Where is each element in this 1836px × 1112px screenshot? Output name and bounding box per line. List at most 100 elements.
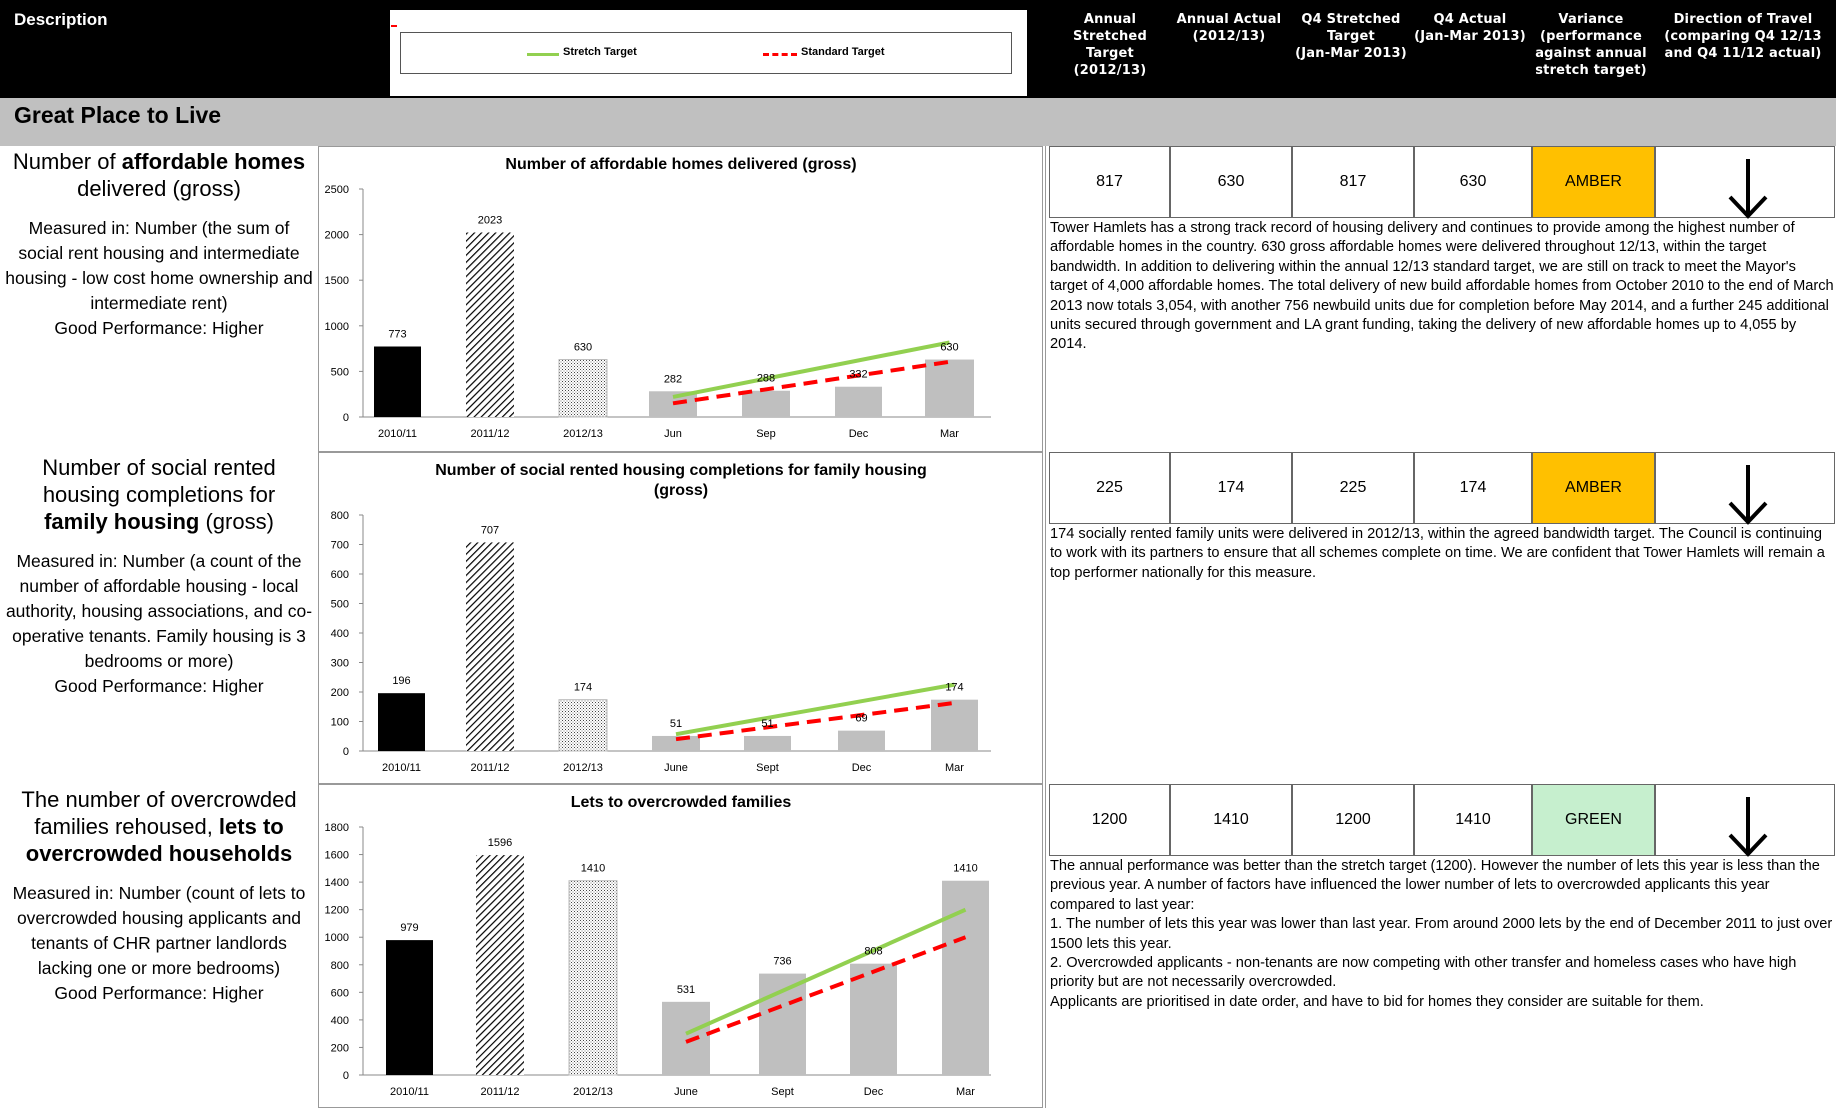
value-q4-actual: 1410 bbox=[1414, 784, 1532, 856]
good-performance: Good Performance: Higher bbox=[0, 981, 318, 1006]
kpi-title-line: housing completions for bbox=[0, 481, 318, 508]
data-label: 51 bbox=[761, 718, 773, 730]
commentary-paragraph: Tower Hamlets has a strong track record … bbox=[1050, 219, 1835, 355]
x-tick-label: 2010/11 bbox=[382, 762, 421, 774]
y-tick-label: 1200 bbox=[325, 905, 349, 917]
data-label: 630 bbox=[574, 342, 592, 354]
standard-legend-label: Standard Target bbox=[801, 46, 885, 58]
value-text: 630 bbox=[1460, 173, 1487, 191]
direction-of-travel bbox=[1655, 784, 1835, 856]
y-tick-label: 600 bbox=[331, 987, 349, 999]
x-tick-label: Dec bbox=[852, 762, 872, 774]
bar-2011-12 bbox=[466, 233, 514, 417]
bar-2010-11 bbox=[386, 940, 433, 1075]
value-q4-target: 225 bbox=[1292, 452, 1414, 524]
data-label: 630 bbox=[940, 342, 958, 354]
y-tick-label: 700 bbox=[331, 540, 349, 552]
data-label: 282 bbox=[664, 373, 682, 385]
y-tick-label: 300 bbox=[331, 658, 349, 670]
value-q4-target: 817 bbox=[1292, 146, 1414, 218]
column-header-line: (2012/13) bbox=[1020, 62, 1200, 79]
kpi-title-segment: (gross) bbox=[199, 509, 274, 534]
x-tick-label: Dec bbox=[849, 428, 869, 440]
description-column-header: Description bbox=[14, 10, 108, 30]
kpi-title-line: Number of social rented bbox=[0, 454, 318, 481]
y-tick-label: 0 bbox=[343, 412, 349, 424]
value-annual-actual: 174 bbox=[1170, 452, 1292, 524]
stretch-target-line bbox=[676, 685, 955, 735]
kpi-title-line: delivered (gross) bbox=[0, 175, 318, 202]
chart-svg: Number of affordable homes delivered (gr… bbox=[319, 147, 1042, 451]
x-tick-label: 2011/12 bbox=[471, 762, 510, 774]
value-annual-target: 225 bbox=[1049, 452, 1170, 524]
variance-badge: AMBER bbox=[1532, 452, 1655, 524]
good-performance: Good Performance: Higher bbox=[0, 674, 318, 699]
chart-svg: Number of social rented housing completi… bbox=[319, 453, 1042, 783]
value-text: 1200 bbox=[1092, 811, 1128, 829]
kpi-title-segment: overcrowded households bbox=[26, 841, 293, 866]
y-tick-label: 1400 bbox=[325, 877, 349, 889]
kpi-title-segment: housing completions for bbox=[43, 482, 275, 507]
kpi-title-line: overcrowded households bbox=[0, 840, 318, 867]
value-text: 817 bbox=[1340, 173, 1367, 191]
y-tick-label: 800 bbox=[331, 960, 349, 972]
kpi-title-segment: Number of social rented bbox=[42, 455, 276, 480]
kpi-title-segment: lets to bbox=[219, 814, 284, 839]
x-tick-label: 2010/11 bbox=[378, 428, 417, 440]
kpi-title-line: families rehoused, lets to bbox=[0, 813, 318, 840]
data-label: 51 bbox=[670, 718, 682, 730]
y-tick-label: 200 bbox=[331, 687, 349, 699]
measured-in: Measured in: Number (count of lets to ov… bbox=[0, 881, 318, 981]
bar-2012-13 bbox=[569, 881, 617, 1075]
down-arrow-icon bbox=[1728, 465, 1768, 527]
chart-svg: Lets to overcrowded families 0 200 400 600 80… bbox=[319, 785, 1042, 1107]
x-tick-label: June bbox=[664, 762, 688, 774]
row-divider bbox=[1045, 452, 1046, 784]
y-tick-label: 100 bbox=[331, 717, 349, 729]
bar-2012-13 bbox=[559, 700, 607, 751]
y-tick-label: 0 bbox=[343, 746, 349, 758]
y-tick-label: 600 bbox=[331, 569, 349, 581]
x-tick-label: 2012/13 bbox=[563, 428, 603, 440]
value-annual-target: 817 bbox=[1049, 146, 1170, 218]
value-annual-actual: 630 bbox=[1170, 146, 1292, 218]
commentary-paragraph: 1. The number of lets this year was lowe… bbox=[1050, 915, 1835, 954]
down-arrow-icon bbox=[1728, 159, 1768, 221]
bar-dec bbox=[850, 964, 897, 1075]
value-annual-actual: 1410 bbox=[1170, 784, 1292, 856]
stretch-legend-label: Stretch Target bbox=[563, 46, 637, 58]
value-q4-actual: 630 bbox=[1414, 146, 1532, 218]
data-label: 1410 bbox=[953, 863, 977, 875]
x-tick-label: 2011/12 bbox=[481, 1086, 520, 1098]
chart-title: Lets to overcrowded families bbox=[571, 794, 792, 811]
value-text: 225 bbox=[1340, 479, 1367, 497]
x-tick-label: Mar bbox=[945, 762, 964, 774]
column-header-line: and Q4 11/12 actual) bbox=[1653, 45, 1833, 62]
y-tick-label: 1000 bbox=[325, 321, 349, 333]
measured-in: Measured in: Number (the sum of social r… bbox=[0, 216, 318, 316]
variance-label: AMBER bbox=[1565, 173, 1622, 191]
column-header-line: (comparing Q4 12/13 bbox=[1653, 28, 1833, 45]
variance-label: GREEN bbox=[1565, 811, 1622, 829]
measured-in: Measured in: Number (a count of the numb… bbox=[0, 549, 318, 674]
kpi-title-segment: Number of bbox=[13, 149, 122, 174]
kpi-description: The number of overcrowded families rehous… bbox=[0, 786, 318, 1006]
y-tick-label: 1800 bbox=[325, 822, 349, 834]
commentary-paragraph: The annual performance was better than t… bbox=[1050, 857, 1835, 915]
kpi-commentary: Tower Hamlets has a strong track record … bbox=[1050, 219, 1835, 355]
kpi-title-segment: family housing bbox=[44, 509, 199, 534]
chart-1: Number of affordable homes delivered (gr… bbox=[318, 146, 1043, 452]
bar-2011-12 bbox=[476, 855, 524, 1075]
chart-title: Number of social rented housing completi… bbox=[435, 462, 927, 499]
stretch-target-line bbox=[673, 342, 950, 396]
data-label: 2023 bbox=[478, 215, 502, 227]
bar-mar bbox=[931, 700, 978, 751]
data-label: 736 bbox=[773, 956, 791, 968]
x-tick-label: Dec bbox=[864, 1086, 884, 1098]
chart-title: Number of affordable homes delivered (gr… bbox=[505, 156, 856, 173]
kpi-title-line: family housing (gross) bbox=[0, 508, 318, 535]
direction-of-travel bbox=[1655, 146, 1835, 218]
x-tick-label: 2010/11 bbox=[390, 1086, 429, 1098]
value-q4-actual: 174 bbox=[1414, 452, 1532, 524]
kpi-title-segment: The number of overcrowded bbox=[21, 787, 296, 812]
